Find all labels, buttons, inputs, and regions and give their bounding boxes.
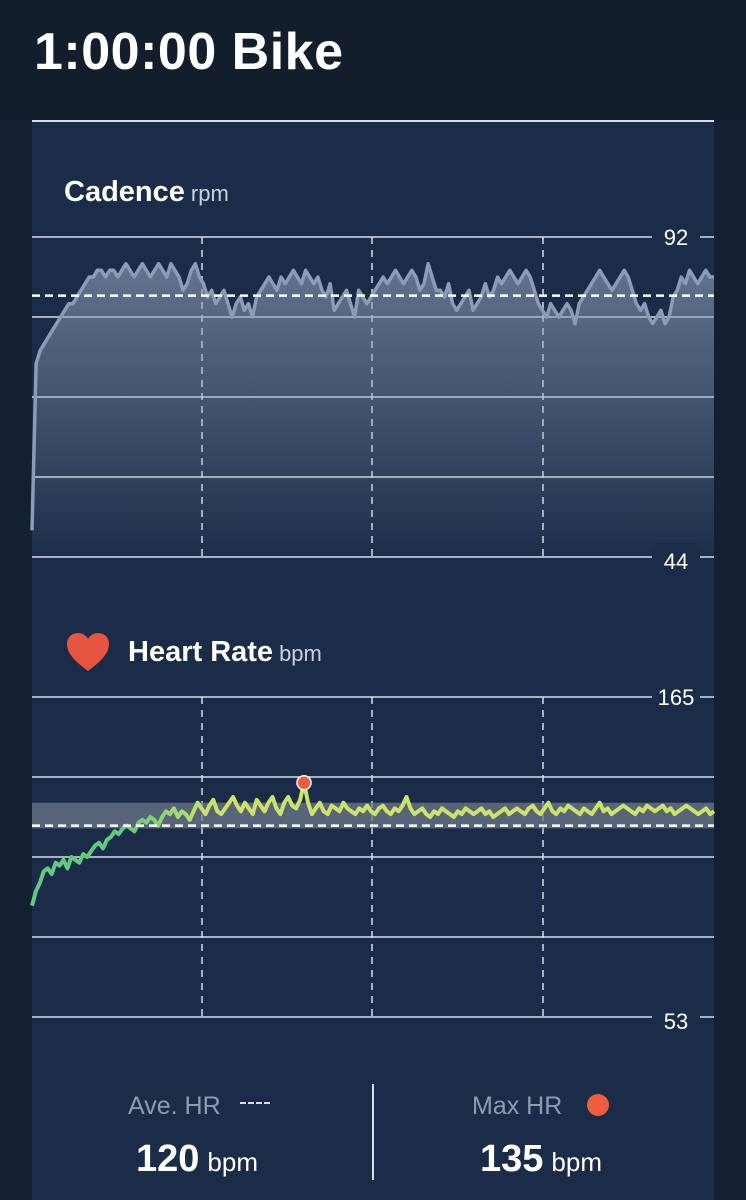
max-marker [296,774,312,791]
hr-series-line [30,780,716,907]
heart-rate-title: Heart Rate bpm [128,636,322,669]
heart-rate-unit: bpm [279,641,322,666]
max-hr-legend-dot [587,1094,609,1116]
heart-icon [67,633,109,671]
max-hr-number: 135 [480,1138,544,1180]
header: 1:00:00 Bike [0,0,746,120]
heart-rate-title-text: Heart Rate [128,636,274,668]
cadence-chart: 92 44 [30,219,714,579]
cadence-chart-min-label: 44 [664,549,688,574]
page-title: 1:00:00 Bike [34,23,344,81]
cadence-chart-max-label-bg [652,219,700,255]
hr-chart-max-label-bg [652,679,700,715]
ave-hr-label: Ave. HR [128,1092,221,1120]
hr-chart-min-label-bg [652,1003,700,1039]
hr-chart-max-label: 165 [658,685,695,710]
max-hr-value: 135 bpm [480,1138,602,1181]
hr-chart-min-label: 53 [664,1009,688,1034]
ave-hr-legend-dash [240,1102,270,1104]
max-hr-unit: bpm [551,1147,602,1177]
ave-hr-number: 120 [136,1138,200,1180]
cadence-title: Cadence rpm [64,176,229,209]
cadence-unit: rpm [190,181,229,206]
cadence-chart-min-label-bg [652,543,700,579]
ave-hr-value: 120 bpm [136,1138,258,1181]
cadence-area [32,263,714,557]
max-hr-label: Max HR [472,1092,563,1120]
footer-divider [372,1084,374,1180]
heart-rate-chart: 165 53 [30,679,716,1039]
cadence-title-text: Cadence [64,176,185,208]
cadence-series-line [30,261,714,531]
ave-hr-unit: bpm [207,1147,258,1177]
cadence-chart-max-label: 92 [664,225,688,250]
